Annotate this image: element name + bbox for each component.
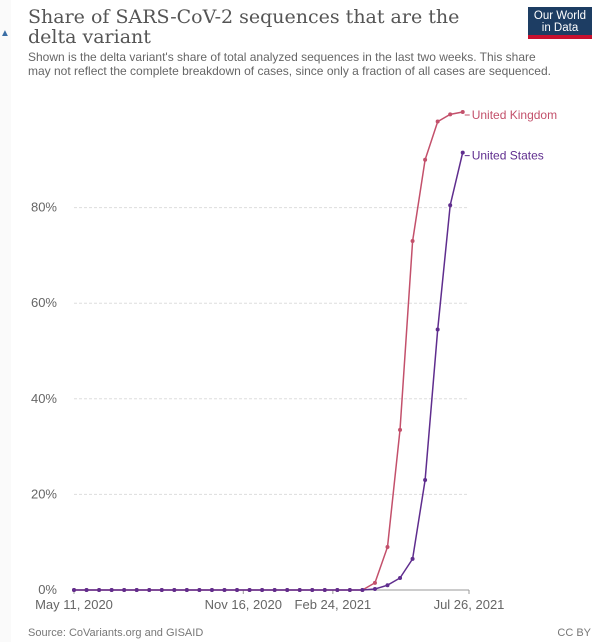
data-point	[335, 588, 340, 592]
logo-line-1: Our World	[533, 10, 587, 22]
chart-subtitle: Shown is the delta variant's share of to…	[28, 50, 551, 78]
data-point	[360, 588, 365, 592]
data-point	[209, 588, 214, 592]
gridlines: 0% 20% 40% 60% 80%	[31, 200, 469, 597]
data-point	[222, 588, 227, 592]
data-point	[247, 588, 252, 592]
data-point	[423, 478, 428, 483]
data-point	[297, 588, 302, 592]
data-point	[423, 157, 428, 162]
logo-line-2: in Data	[541, 22, 579, 34]
data-point	[109, 588, 114, 592]
data-point	[435, 119, 440, 124]
chart-card: Share of SARS-CoV-2 sequences that are t…	[11, 0, 608, 642]
data-point	[197, 588, 202, 592]
data-point	[72, 588, 76, 592]
data-point	[97, 588, 102, 592]
data-point	[372, 580, 377, 585]
chart-title: Share of SARS-CoV-2 sequences that are t…	[28, 6, 460, 48]
x-tick-label: Feb 24, 2021	[295, 597, 372, 612]
y-tick-label: 80%	[31, 200, 57, 215]
license-link[interactable]: CC BY	[557, 627, 591, 639]
data-point	[410, 239, 415, 244]
data-point	[448, 203, 453, 208]
data-point	[84, 588, 89, 592]
y-tick-label: 40%	[31, 391, 57, 406]
data-point	[159, 588, 164, 592]
data-point	[460, 110, 465, 114]
data-point	[372, 587, 377, 592]
data-point	[460, 150, 465, 155]
data-point	[122, 588, 127, 592]
data-point	[184, 588, 189, 592]
data-point	[385, 544, 390, 549]
data-point	[448, 112, 453, 117]
x-tick-label: Jul 26, 2021	[434, 597, 505, 612]
line-chart: 0% 20% 40% 60% 80% May 11, 2020 Nov 16, 2020 F…	[31, 108, 557, 612]
x-tick-label: Nov 16, 2020	[205, 597, 282, 612]
data-point	[147, 588, 152, 592]
data-point	[322, 588, 327, 592]
y-tick-label: 60%	[31, 295, 57, 310]
x-tick-label: May 11, 2020	[35, 597, 113, 612]
series-label: United States	[472, 149, 544, 163]
data-point	[235, 588, 240, 592]
data-point	[272, 588, 277, 592]
data-point	[310, 588, 315, 592]
source-note[interactable]: Source: CoVariants.org and GISAID	[28, 627, 204, 639]
owid-logo[interactable]: Our World in Data	[528, 7, 592, 39]
series-line-0	[74, 111, 463, 591]
y-tick-label: 20%	[31, 486, 57, 501]
data-point	[347, 588, 352, 592]
data-point	[134, 588, 139, 592]
series-labels: United Kingdom United States	[464, 108, 557, 163]
data-point	[285, 588, 290, 592]
data-point	[385, 583, 390, 588]
series-lines	[74, 111, 464, 591]
series-points	[72, 110, 465, 592]
y-tick-label: 0%	[38, 582, 57, 597]
data-point	[410, 556, 415, 561]
data-point	[172, 588, 177, 592]
data-point	[260, 588, 265, 592]
data-point	[398, 576, 403, 581]
series-line-1	[74, 152, 464, 591]
data-point	[398, 427, 403, 432]
series-label: United Kingdom	[472, 108, 557, 122]
rail-edge-icon: ▲	[0, 28, 10, 39]
data-point	[435, 327, 440, 332]
x-axis: May 11, 2020 Nov 16, 2020 Feb 24, 2021 Jul …	[35, 589, 505, 612]
